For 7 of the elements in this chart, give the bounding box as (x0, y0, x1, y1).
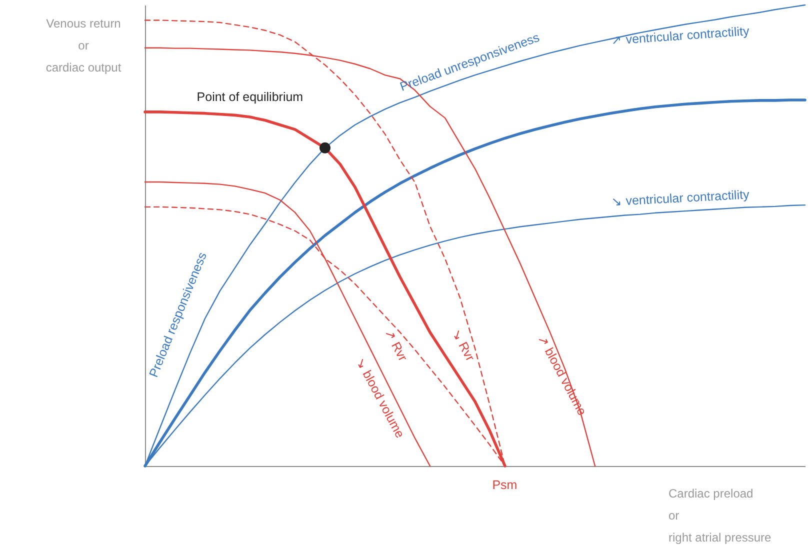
annotation: Point of equilibrium (196, 90, 304, 104)
x-axis-title: Cardiac preload or right atrial pressure (668, 486, 772, 544)
annotation: ↗ Rvr (382, 326, 410, 364)
annotation: ↘ Rvr (448, 326, 478, 364)
text: Psm (492, 478, 518, 492)
annotation: ↘ ventricular contractility (610, 188, 750, 209)
y-axis-title: Venous return or cardiac output (46, 16, 122, 74)
